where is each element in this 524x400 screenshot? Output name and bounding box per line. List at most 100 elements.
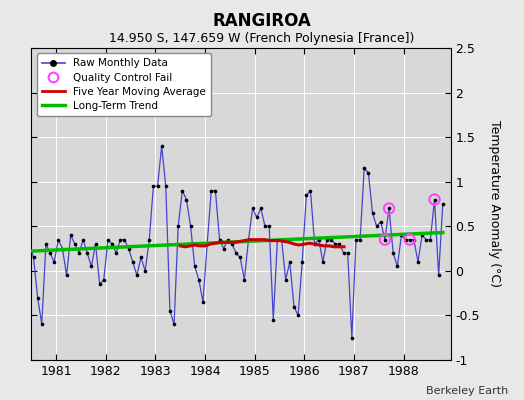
Point: [71, 241, 79, 247]
Point: [240, 276, 248, 283]
Point: [302, 192, 311, 198]
Point: [269, 317, 278, 323]
Point: [91, 241, 100, 247]
Point: [100, 276, 108, 283]
Point: [154, 183, 162, 189]
Point: [385, 205, 393, 212]
Point: [34, 294, 42, 301]
Point: [137, 254, 145, 261]
Point: [141, 268, 149, 274]
Point: [281, 276, 290, 283]
Point: [389, 250, 397, 256]
Point: [294, 312, 302, 319]
Point: [211, 188, 220, 194]
Point: [195, 276, 203, 283]
Point: [426, 236, 434, 243]
Point: [244, 236, 253, 243]
Point: [290, 303, 298, 310]
Point: [381, 236, 389, 243]
Point: [25, 241, 34, 247]
Point: [414, 259, 422, 265]
Point: [224, 236, 232, 243]
Point: [439, 201, 447, 207]
Point: [397, 232, 406, 238]
Point: [277, 236, 286, 243]
Point: [418, 232, 427, 238]
Point: [133, 272, 141, 278]
Point: [314, 236, 323, 243]
Point: [124, 245, 133, 252]
Text: RANGIROA: RANGIROA: [213, 12, 311, 30]
Text: Berkeley Earth: Berkeley Earth: [426, 386, 508, 396]
Point: [236, 254, 244, 261]
Point: [158, 143, 166, 149]
Point: [87, 263, 95, 270]
Point: [228, 241, 236, 247]
Point: [430, 196, 439, 203]
Point: [121, 236, 129, 243]
Point: [331, 241, 340, 247]
Point: [161, 183, 170, 189]
Point: [46, 250, 54, 256]
Point: [145, 236, 154, 243]
Point: [232, 250, 241, 256]
Point: [344, 250, 352, 256]
Point: [191, 263, 199, 270]
Point: [220, 245, 228, 252]
Point: [112, 250, 121, 256]
Point: [207, 188, 215, 194]
Point: [335, 241, 344, 247]
Point: [327, 236, 335, 243]
Point: [108, 241, 116, 247]
Point: [253, 214, 261, 220]
Point: [178, 188, 187, 194]
Point: [170, 321, 178, 328]
Point: [54, 236, 62, 243]
Point: [406, 236, 414, 243]
Point: [265, 223, 274, 230]
Point: [29, 254, 38, 261]
Point: [116, 236, 125, 243]
Point: [58, 245, 67, 252]
Point: [352, 236, 360, 243]
Point: [79, 236, 88, 243]
Point: [340, 250, 348, 256]
Point: [17, 236, 25, 243]
Point: [149, 183, 158, 189]
Legend: Raw Monthly Data, Quality Control Fail, Five Year Moving Average, Long-Term Tren: Raw Monthly Data, Quality Control Fail, …: [37, 53, 211, 116]
Point: [166, 308, 174, 314]
Point: [83, 250, 92, 256]
Point: [323, 236, 331, 243]
Point: [199, 299, 207, 305]
Point: [273, 236, 281, 243]
Text: 14.950 S, 147.659 W (French Polynesia [France]): 14.950 S, 147.659 W (French Polynesia [F…: [110, 32, 414, 45]
Y-axis label: Temperature Anomaly (°C): Temperature Anomaly (°C): [488, 120, 501, 288]
Point: [381, 236, 389, 243]
Point: [42, 241, 50, 247]
Point: [373, 223, 381, 230]
Point: [21, 286, 29, 292]
Point: [62, 272, 71, 278]
Point: [310, 241, 319, 247]
Point: [347, 334, 356, 341]
Point: [368, 210, 377, 216]
Point: [104, 236, 112, 243]
Point: [430, 196, 439, 203]
Point: [5, 192, 13, 198]
Point: [360, 165, 368, 172]
Point: [434, 272, 443, 278]
Point: [307, 188, 315, 194]
Point: [422, 236, 430, 243]
Point: [215, 236, 224, 243]
Point: [182, 196, 191, 203]
Point: [248, 205, 257, 212]
Point: [95, 281, 104, 288]
Point: [50, 259, 58, 265]
Point: [8, 219, 17, 225]
Point: [406, 236, 414, 243]
Point: [257, 205, 265, 212]
Point: [319, 259, 327, 265]
Point: [410, 236, 418, 243]
Point: [385, 205, 393, 212]
Point: [75, 250, 83, 256]
